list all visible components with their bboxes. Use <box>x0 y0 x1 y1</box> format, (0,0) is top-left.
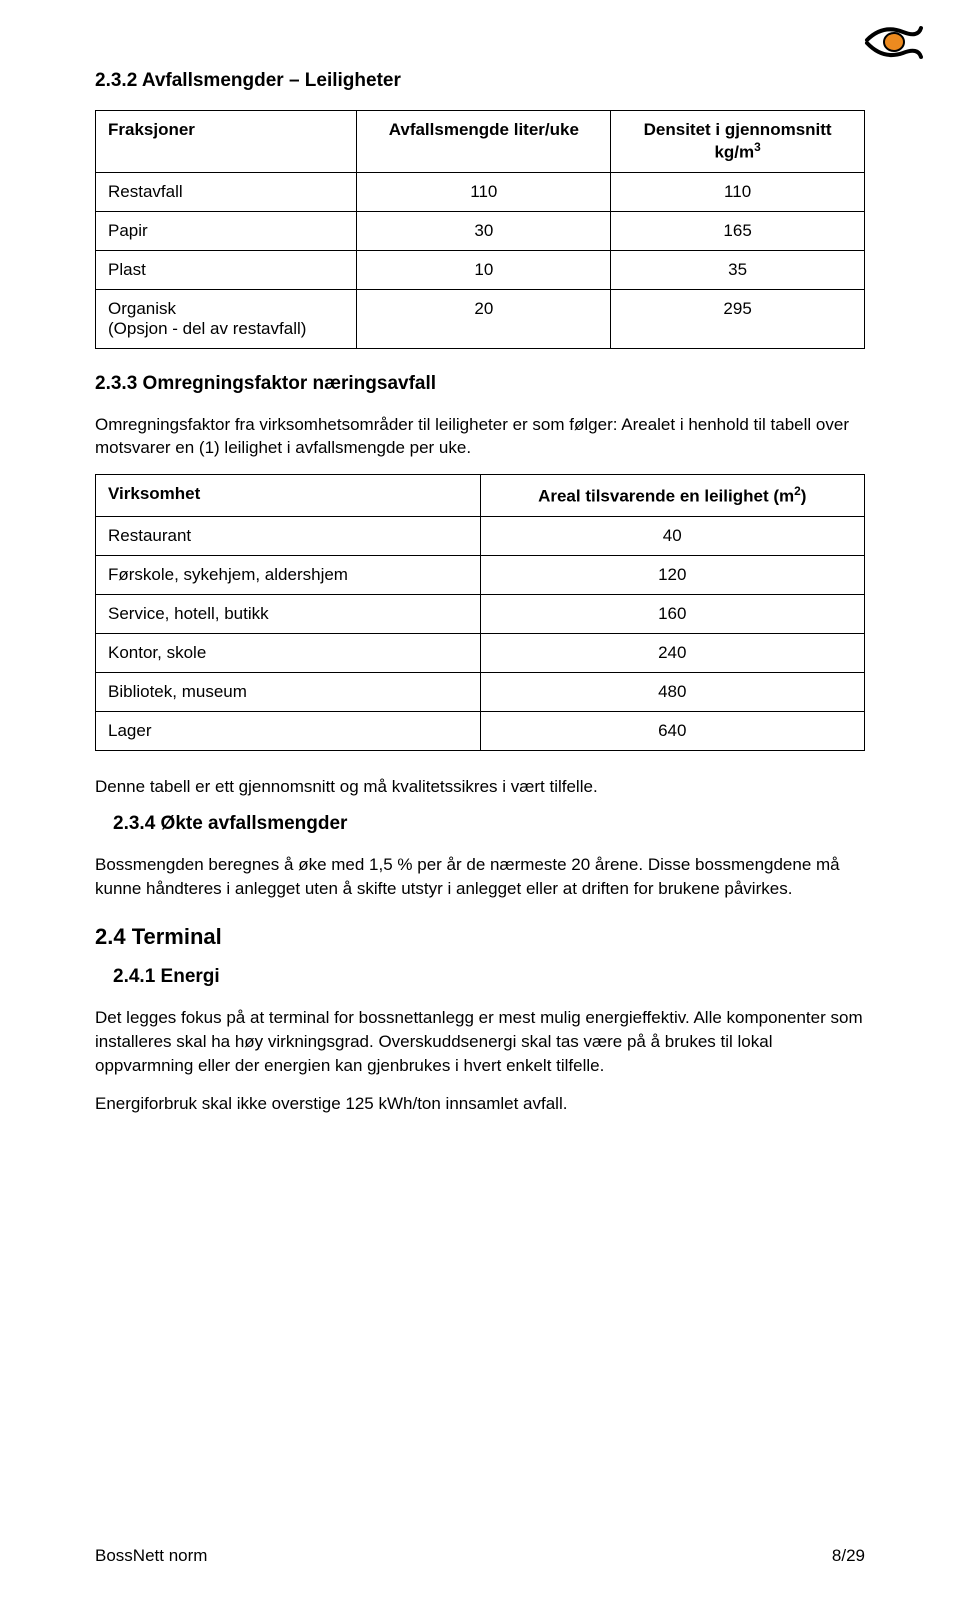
paragraph-241b: Energiforbruk skal ikke overstige 125 kW… <box>95 1092 865 1116</box>
table-row: Plast 10 35 <box>96 250 865 289</box>
heading-233: 2.3.3 Omregningsfaktor næringsavfall <box>95 373 865 395</box>
page-logo <box>863 20 925 62</box>
table-row: Papir 30 165 <box>96 211 865 250</box>
table-row: Organisk (Opsjon - del av restavfall) 20… <box>96 289 865 348</box>
t1-head-fraksjoner: Fraksjoner <box>96 111 357 173</box>
paragraph-233: Omregningsfaktor fra virksomhetsområder … <box>95 413 865 461</box>
paragraph-241a: Det legges fokus på at terminal for boss… <box>95 1006 865 1077</box>
page-footer: BossNett norm 8/29 <box>95 1546 865 1566</box>
t1-head-avfallsmengde: Avfallsmengde liter/uke <box>357 111 611 173</box>
table-avfallsmengder: Fraksjoner Avfallsmengde liter/uke Densi… <box>95 110 865 349</box>
table-row: Lager640 <box>96 711 865 750</box>
table-row: Førskole, sykehjem, aldershjem120 <box>96 555 865 594</box>
t2-head-virksomhet: Virksomhet <box>96 475 481 517</box>
heading-241: 2.4.1 Energi <box>95 966 865 988</box>
t1-head-densitet: Densitet i gjennomsnitt kg/m3 <box>611 111 865 173</box>
table-virksomhet: Virksomhet Areal tilsvarende en leilighe… <box>95 474 865 751</box>
footer-page: 8/29 <box>832 1546 865 1566</box>
paragraph-tablenote: Denne tabell er ett gjennomsnitt og må k… <box>95 775 865 799</box>
table-row: Restaurant40 <box>96 516 865 555</box>
footer-title: BossNett norm <box>95 1546 207 1566</box>
heading-24: 2.4 Terminal <box>95 924 865 950</box>
table-row: Kontor, skole240 <box>96 633 865 672</box>
t2-head-areal: Areal tilsvarende en leilighet (m2) <box>480 475 865 517</box>
paragraph-234: Bossmengden beregnes å øke med 1,5 % per… <box>95 853 865 901</box>
table-row: Service, hotell, butikk160 <box>96 594 865 633</box>
table-row: Restavfall 110 110 <box>96 172 865 211</box>
heading-234: 2.3.4 Økte avfallsmengder <box>95 813 865 835</box>
heading-232: 2.3.2 Avfallsmengder – Leiligheter <box>95 70 865 92</box>
table-row: Bibliotek, museum480 <box>96 672 865 711</box>
